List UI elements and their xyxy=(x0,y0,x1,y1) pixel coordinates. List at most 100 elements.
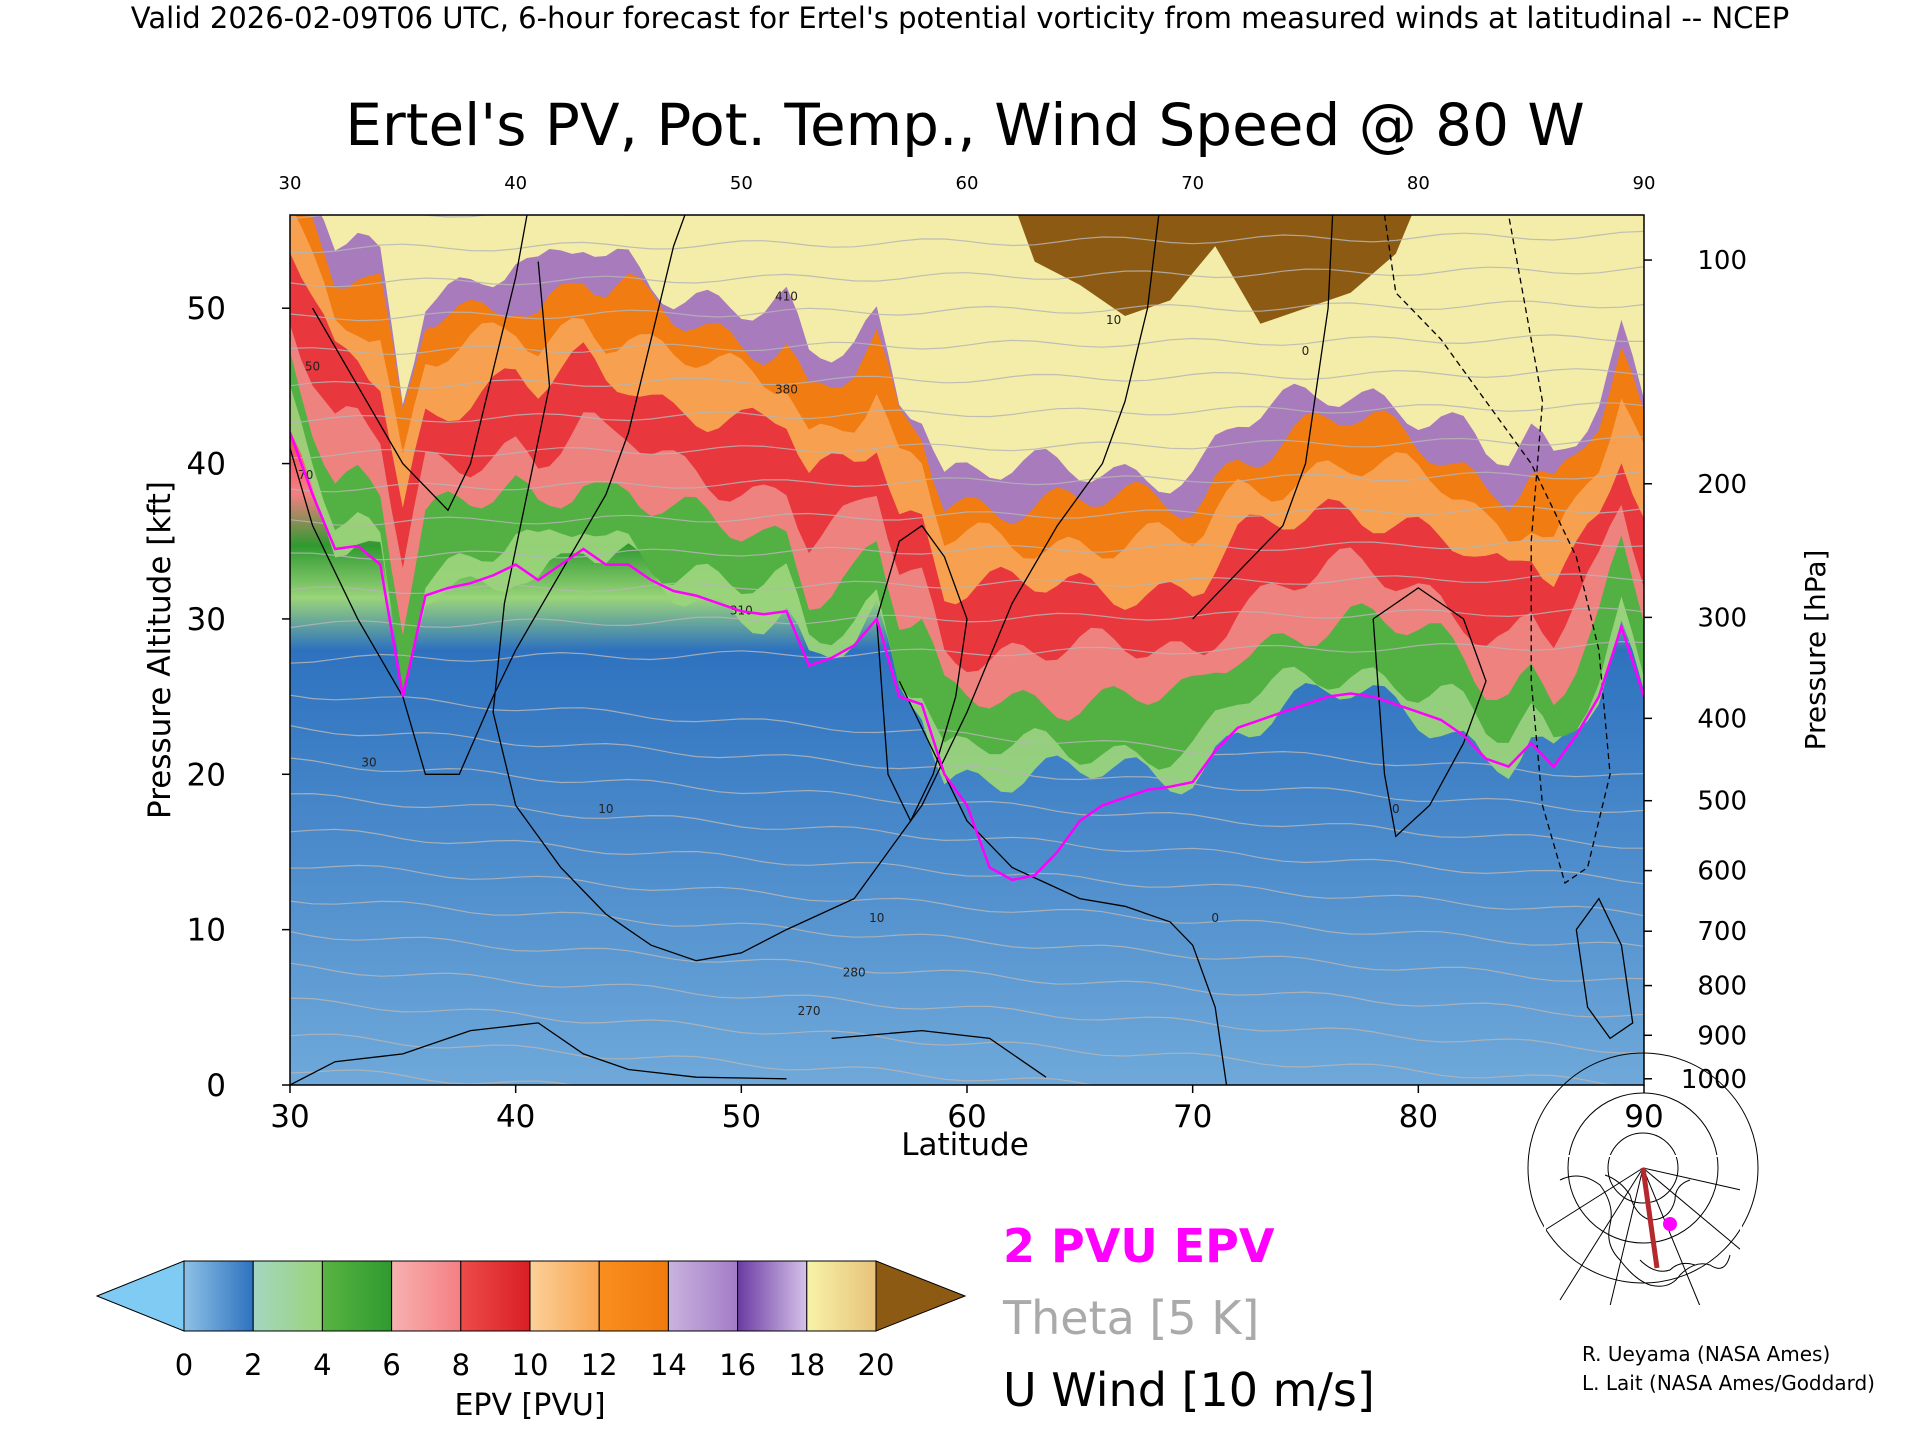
pv-band-cap xyxy=(1017,215,1412,324)
theta-isentrope-17 xyxy=(290,470,1644,493)
theta-isentrope-16 xyxy=(290,505,1644,527)
pressure-tick-label-7: 800 xyxy=(1697,972,1747,1002)
y-tick-label-4: 40 xyxy=(187,447,226,483)
y-tick-label-5: 50 xyxy=(187,291,226,327)
top-x-tick-label-4: 70 xyxy=(1181,173,1204,194)
colorbar-tick-label-4: 8 xyxy=(452,1348,470,1382)
theta-isentrope-0 xyxy=(290,1069,576,1085)
theta-isentrope-15 xyxy=(290,539,1644,561)
u-wind-label-0: 10 xyxy=(598,802,613,816)
colorbar-bin-2 xyxy=(321,1260,393,1332)
u-wind-contour-4 xyxy=(1372,587,1487,838)
theta-isentrope-21 xyxy=(290,334,1644,355)
u-wind-label-10: 270 xyxy=(798,1004,821,1018)
inset-map xyxy=(1527,1052,1759,1307)
theta-isentrope-2 xyxy=(290,997,1616,1085)
pressure-tick-label-2: 300 xyxy=(1697,603,1747,633)
colorbar-tick-label-3: 6 xyxy=(382,1348,400,1382)
two-pvu-contour xyxy=(290,432,1644,882)
colorbar-tick-label-6: 12 xyxy=(581,1348,618,1382)
theta-isentrope-19 xyxy=(290,402,1644,424)
legend: 2 PVU EPV Theta [5 K] U Wind [10 m/s] xyxy=(1002,1219,1375,1417)
credit-line-2: L. Lait (NASA Ames/Goddard) xyxy=(1582,1371,1875,1395)
theta-isentrope-12 xyxy=(290,641,1644,664)
theta-isentrope-23 xyxy=(290,266,1644,288)
legend-theta: Theta [5 K] xyxy=(1002,1291,1259,1345)
colorbar-tick-label-2: 4 xyxy=(313,1348,331,1382)
theta-isentrope-24 xyxy=(290,230,1644,254)
u-wind-label-7: 50 xyxy=(305,359,320,373)
u-wind-label-6: 30 xyxy=(361,756,376,770)
credit-line-1: R. Ueyama (NASA Ames) xyxy=(1582,1342,1830,1366)
x-tick-label-1: 40 xyxy=(496,1099,535,1135)
u-wind-contour-7 xyxy=(831,1029,1047,1078)
x-tick-label-6: 90 xyxy=(1624,1099,1663,1135)
valid-header: Valid 2026-02-09T06 UTC, 6-hour forecast… xyxy=(131,1,1789,35)
u-wind-label-9: 280 xyxy=(843,965,866,979)
colorbar-label: EPV [PVU] xyxy=(454,1388,605,1423)
y-axis-label-left: Pressure Altitude [kft] xyxy=(142,481,178,819)
theta-isentrope-10 xyxy=(290,725,1644,814)
pressure-tick-label-1: 200 xyxy=(1697,470,1747,500)
u-wind-contour-9 xyxy=(312,215,528,512)
colorbar-over-arrow xyxy=(875,1260,967,1332)
u-wind-contour-dashed xyxy=(1383,215,1611,885)
pressure-tick-label-9: 1000 xyxy=(1681,1065,1747,1095)
top-x-tick-label-2: 50 xyxy=(730,173,753,194)
theta-isentrope-22 xyxy=(290,300,1644,322)
theta-isentrope-18 xyxy=(290,436,1644,459)
colorbar-under-arrow xyxy=(95,1260,185,1332)
y-tick-label-1: 10 xyxy=(187,913,226,949)
theta-isentrope-6 xyxy=(290,864,1644,947)
x-tick-label-5: 80 xyxy=(1399,1099,1438,1135)
colorbar-tick-label-10: 20 xyxy=(858,1348,895,1382)
top-x-tick-label-5: 80 xyxy=(1407,173,1430,194)
cross-section-path xyxy=(1640,1167,1660,1269)
theta-isentrope-5 xyxy=(290,900,1644,982)
colorbar-bin-5 xyxy=(529,1260,600,1332)
pressure-tick-label-0: 100 xyxy=(1697,246,1747,276)
x-tick-label-2: 50 xyxy=(722,1099,761,1135)
u-wind-label-1: 10 xyxy=(869,911,884,925)
colorbar-bin-9 xyxy=(806,1260,877,1332)
colorbar-bin-0 xyxy=(183,1260,254,1332)
pressure-tick-label-6: 700 xyxy=(1697,917,1747,947)
theta-isentrope-20 xyxy=(290,368,1644,390)
u-wind-contour-0 xyxy=(290,215,686,775)
u-wind-contour-8 xyxy=(1575,897,1634,1040)
x-tick-label-3: 60 xyxy=(947,1099,986,1135)
top-x-tick-label-1: 40 xyxy=(504,173,527,194)
top-x-tick-label-6: 90 xyxy=(1633,173,1656,194)
legend-wind: U Wind [10 m/s] xyxy=(1003,1363,1375,1417)
u-wind-label-2: 0 xyxy=(1211,911,1219,925)
colorbar-tick-label-8: 16 xyxy=(719,1348,756,1382)
pressure-tick-label-8: 900 xyxy=(1697,1021,1747,1051)
theta-isentrope-4 xyxy=(290,931,1644,1018)
colorbar-tick-label-9: 18 xyxy=(788,1348,825,1382)
u-wind-label-3: 10 xyxy=(1106,313,1121,327)
u-wind-label-12: 380 xyxy=(775,383,798,397)
theta-isentrope-1 xyxy=(290,1033,1095,1085)
theta-isentrope-7 xyxy=(290,828,1644,917)
colorbar-tick-label-7: 14 xyxy=(650,1348,687,1382)
colorbar: 0 2 4 6 8 10 12 14 16 18 20 EPV [PVU] xyxy=(95,1260,967,1423)
colorbar-bin-6 xyxy=(598,1260,669,1332)
inset-map-marker xyxy=(1663,1217,1677,1231)
colorbar-bin-3 xyxy=(391,1260,462,1332)
theta-isentrope-8 xyxy=(290,792,1644,885)
colorbar-bin-4 xyxy=(460,1260,531,1332)
colorbar-bin-7 xyxy=(667,1260,739,1332)
x-tick-label-4: 70 xyxy=(1173,1099,1212,1135)
chart-title: Ertel's PV, Pot. Temp., Wind Speed @ 80 … xyxy=(345,91,1585,159)
u-wind-contour-2 xyxy=(898,680,1228,1085)
u-wind-contour-3 xyxy=(1192,215,1334,620)
colorbar-tick-label-5: 10 xyxy=(512,1348,549,1382)
colorbar-tick-label-0: 0 xyxy=(175,1348,193,1382)
pressure-tick-label-5: 600 xyxy=(1697,857,1747,887)
x-tick-label-0: 30 xyxy=(270,1099,309,1135)
u-wind-contour-6 xyxy=(290,1022,787,1085)
colorbar-tick-label-1: 2 xyxy=(244,1348,262,1382)
pressure-tick-label-4: 500 xyxy=(1697,787,1747,817)
